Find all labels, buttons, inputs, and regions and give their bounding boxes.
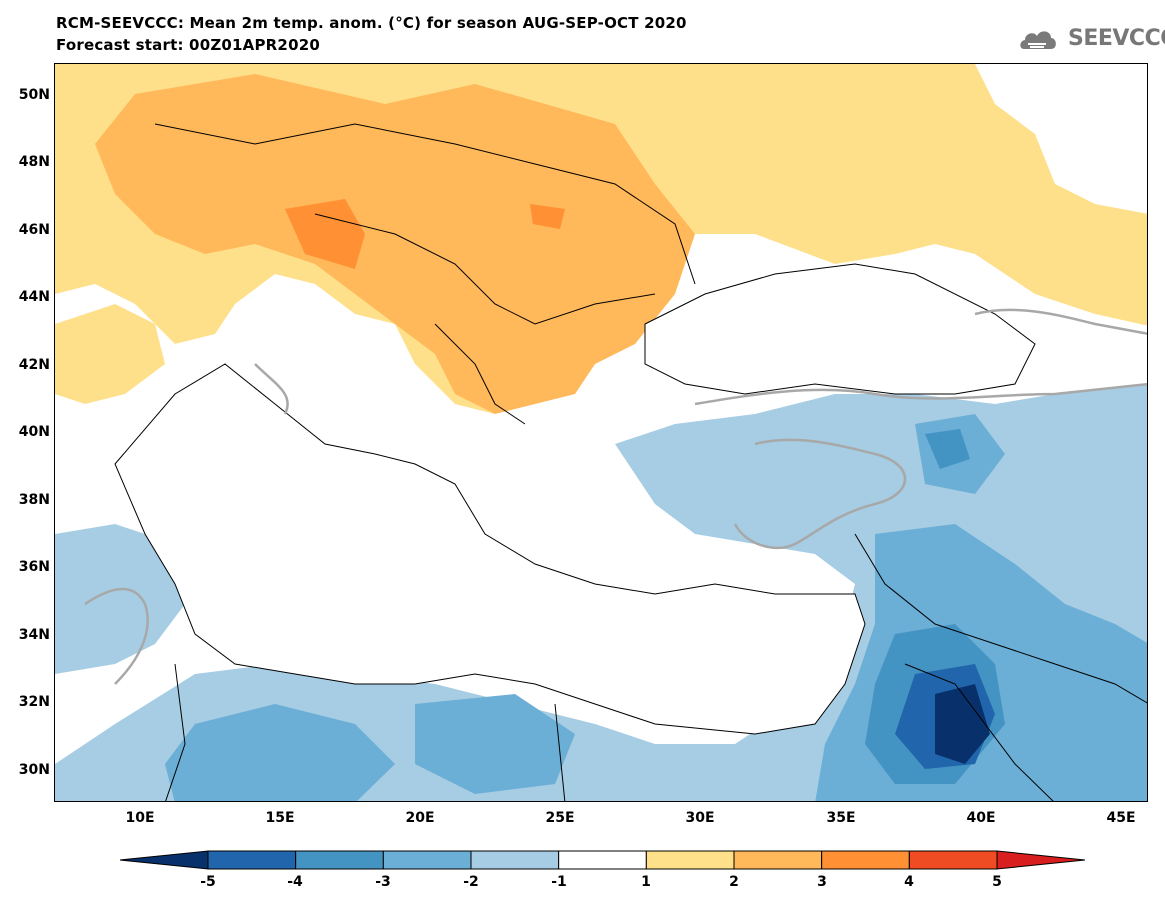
colorbar-label: -5 [200, 874, 216, 890]
colorbar-segment [908, 850, 998, 870]
colorbar-label: -3 [375, 874, 391, 890]
lat-label: 42N [18, 357, 50, 373]
colorbar-segment [645, 850, 735, 870]
logo-text: SEEVCCC [1068, 26, 1165, 51]
lon-label: 40E [966, 810, 996, 826]
anomaly-area-minus2 [415, 694, 575, 794]
colorbar-segment [382, 850, 472, 870]
map-title: RCM-SEEVCCC: Mean 2m temp. anom. (°C) fo… [56, 14, 687, 32]
lat-label: 44N [18, 289, 50, 305]
lon-label: 35E [826, 810, 856, 826]
country-borders [114, 123, 1147, 801]
lat-label: 48N [18, 154, 50, 170]
lat-label: 38N [18, 492, 50, 508]
lon-label: 25E [545, 810, 575, 826]
colorbar-label: 1 [641, 874, 651, 890]
colorbar-label: -4 [287, 874, 303, 890]
cloud-logo-icon [1020, 31, 1056, 49]
colorbar-label: 2 [729, 874, 739, 890]
lon-label: 20E [405, 810, 435, 826]
colorbar-label: -1 [551, 874, 567, 890]
lat-label: 32N [18, 694, 50, 710]
colorbar-label: -2 [463, 874, 479, 890]
colorbar-arrow-low [119, 850, 209, 870]
anomaly-area-plus3 [285, 199, 365, 269]
lat-label: 30N [18, 762, 50, 778]
anomaly-area-plus2 [95, 74, 695, 414]
anomaly-area-plus3 [530, 204, 565, 229]
colorbar-arrow-high [996, 850, 1086, 870]
anomaly-area-plus2 [55, 304, 165, 404]
sea-mediterranean [115, 364, 865, 734]
anomaly-area-minus5 [935, 684, 990, 764]
lat-label: 36N [18, 559, 50, 575]
zero-contours [84, 308, 1147, 685]
colorbar-segment [470, 850, 560, 870]
map-panel [54, 63, 1148, 802]
colorbar-label: 3 [817, 874, 827, 890]
colorbar-label: 4 [904, 874, 914, 890]
colorbar-label: 5 [992, 874, 1002, 890]
colorbar-segment [558, 850, 647, 870]
forecast-start: Forecast start: 00Z01APR2020 [56, 36, 320, 54]
anomaly-area-minus1 [55, 524, 185, 674]
lon-label: 10E [125, 810, 155, 826]
lat-label: 50N [18, 87, 50, 103]
anomaly-map [55, 64, 1147, 801]
colorbar-segment [821, 850, 910, 870]
anomaly-area-minus3 [925, 429, 970, 469]
lat-label: 46N [18, 222, 50, 238]
lon-label: 15E [265, 810, 295, 826]
lon-label: 45E [1106, 810, 1136, 826]
lat-label: 40N [18, 424, 50, 440]
sea-black [645, 264, 1035, 394]
colorbar-segment [295, 850, 384, 870]
lat-label: 34N [18, 627, 50, 643]
colorbar-segment [207, 850, 297, 870]
lon-label: 30E [685, 810, 715, 826]
anomaly-area-minus2 [165, 704, 395, 801]
colorbar-segment [733, 850, 823, 870]
